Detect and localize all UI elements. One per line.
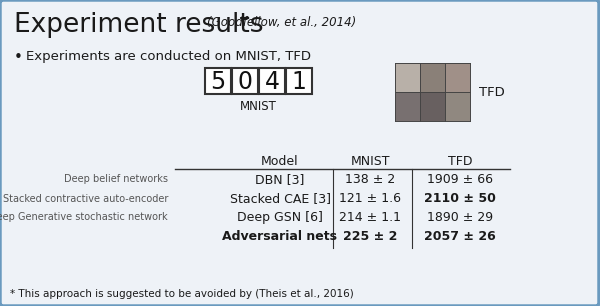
Text: MNIST: MNIST xyxy=(350,155,390,168)
Text: Deep Generative stochastic network: Deep Generative stochastic network xyxy=(0,212,168,222)
Bar xyxy=(395,92,420,121)
Text: Stacked CAE [3]: Stacked CAE [3] xyxy=(229,192,331,205)
Text: (Goodfellow, et al., 2014): (Goodfellow, et al., 2014) xyxy=(207,16,356,29)
Text: 214 ± 1.1: 214 ± 1.1 xyxy=(339,211,401,224)
Text: 5: 5 xyxy=(211,70,226,94)
Text: 121 ± 1.6: 121 ± 1.6 xyxy=(339,192,401,205)
Text: TFD: TFD xyxy=(479,85,505,99)
Bar xyxy=(420,63,445,92)
Text: 1890 ± 29: 1890 ± 29 xyxy=(427,211,493,224)
Text: TFD: TFD xyxy=(448,155,472,168)
Text: •: • xyxy=(14,50,23,65)
FancyBboxPatch shape xyxy=(205,68,231,94)
Bar xyxy=(445,92,470,121)
Text: Experiment results: Experiment results xyxy=(14,12,263,38)
Text: 2057 ± 26: 2057 ± 26 xyxy=(424,230,496,243)
Text: Experiments are conducted on MNIST, TFD: Experiments are conducted on MNIST, TFD xyxy=(26,50,311,63)
Text: 225 ± 2: 225 ± 2 xyxy=(343,230,397,243)
Bar xyxy=(445,63,470,92)
Text: MNIST: MNIST xyxy=(240,100,277,113)
FancyBboxPatch shape xyxy=(259,68,285,94)
Text: 4: 4 xyxy=(265,70,280,94)
Text: Deep GSN [6]: Deep GSN [6] xyxy=(237,211,323,224)
FancyBboxPatch shape xyxy=(286,68,312,94)
Text: Model: Model xyxy=(261,155,299,168)
Bar xyxy=(420,92,445,121)
Text: Deep belief networks: Deep belief networks xyxy=(64,174,168,185)
FancyBboxPatch shape xyxy=(232,68,258,94)
Text: Stacked contractive auto-encoder: Stacked contractive auto-encoder xyxy=(2,193,168,203)
Text: 138 ± 2: 138 ± 2 xyxy=(345,173,395,186)
Text: * This approach is suggested to be avoided by (Theis et al., 2016): * This approach is suggested to be avoid… xyxy=(10,289,354,299)
Bar xyxy=(395,63,420,92)
Text: 2110 ± 50: 2110 ± 50 xyxy=(424,192,496,205)
Text: 1: 1 xyxy=(292,70,307,94)
Text: 1909 ± 66: 1909 ± 66 xyxy=(427,173,493,186)
Text: DBN [3]: DBN [3] xyxy=(256,173,305,186)
Text: Adversarial nets: Adversarial nets xyxy=(223,230,337,243)
Text: 0: 0 xyxy=(238,70,253,94)
